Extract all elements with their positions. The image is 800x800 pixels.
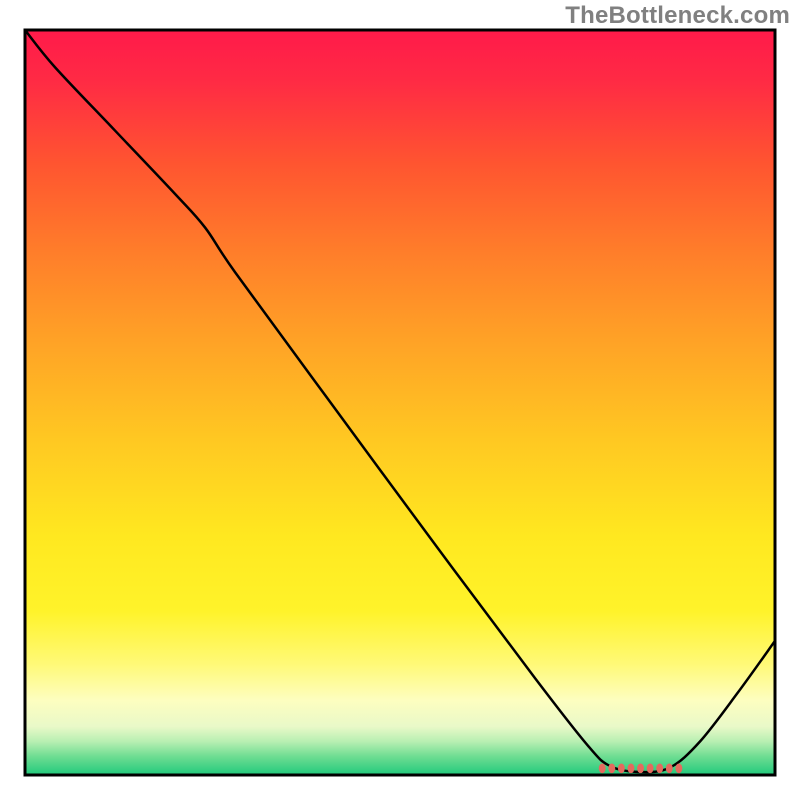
optimal-range-marker xyxy=(599,763,683,773)
chart-container: TheBottleneck.com xyxy=(0,0,800,800)
chart-background xyxy=(25,30,775,775)
optimal-range-segment xyxy=(647,763,654,773)
bottleneck-chart xyxy=(0,0,800,800)
plot-area xyxy=(25,30,775,775)
optimal-range-segment xyxy=(608,763,615,773)
optimal-range-segment xyxy=(675,763,682,773)
optimal-range-segment xyxy=(656,763,663,773)
optimal-range-segment xyxy=(637,763,644,773)
watermark-text: TheBottleneck.com xyxy=(565,2,790,30)
optimal-range-segment xyxy=(618,763,625,773)
optimal-range-segment xyxy=(628,763,635,773)
optimal-range-segment xyxy=(666,763,673,773)
optimal-range-segment xyxy=(599,763,606,773)
